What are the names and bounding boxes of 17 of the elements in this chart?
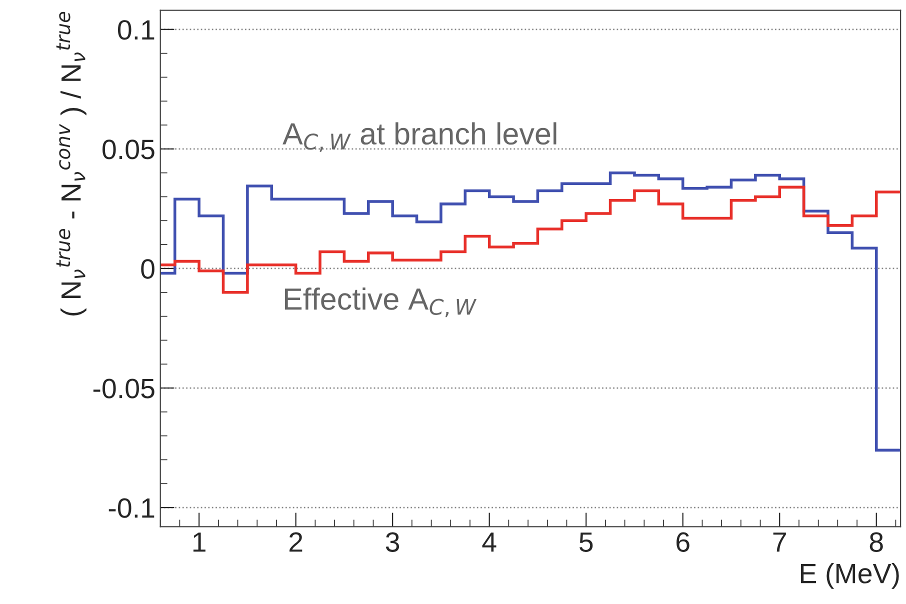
y-tick-label: 0.05 bbox=[102, 140, 154, 160]
text: ( N$_{ν}$$^{true}$ - N$_{ν}$$^{conv}$ ) / N$_{ν}$$^{true}$ bbox=[56, 12, 86, 316]
x-tick-label: 1 bbox=[193, 532, 206, 552]
x-tick-label: 4 bbox=[482, 532, 496, 552]
y-tick-label: 0.1 bbox=[118, 20, 154, 40]
series-label: A$_{C,W}$ at branch level bbox=[282, 122, 556, 152]
y-tick-label: -0.05 bbox=[93, 378, 154, 398]
x-axis-title: E (MeV) bbox=[800, 563, 899, 589]
x-tick-label: 5 bbox=[579, 532, 593, 552]
x-tick-label: 2 bbox=[290, 532, 302, 552]
series-label: Effective A$_{C,W}$ bbox=[285, 287, 477, 318]
x-tick-label: 7 bbox=[773, 532, 786, 552]
x-tick-label: 8 bbox=[870, 532, 883, 552]
x-tick-label: 3 bbox=[386, 532, 400, 552]
y-tick-label: 0 bbox=[141, 259, 154, 279]
x-tick-label: 6 bbox=[676, 532, 690, 552]
y-tick-label: -0.1 bbox=[108, 498, 154, 518]
